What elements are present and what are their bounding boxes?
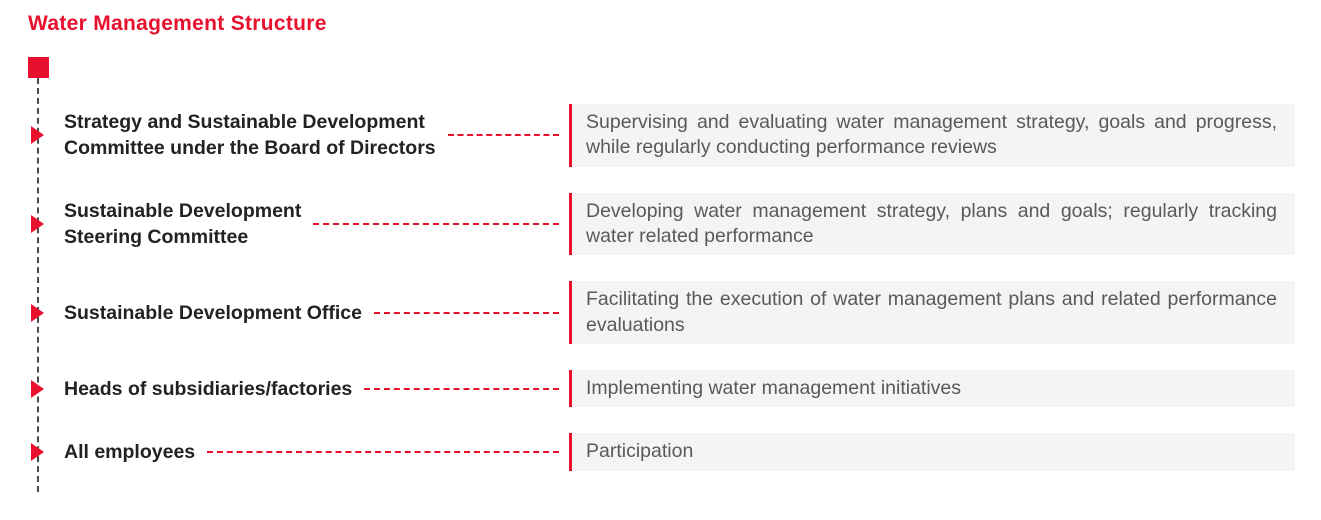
dashed-connector — [364, 387, 559, 390]
description-box: Developing water management strategy, pl… — [569, 192, 1295, 256]
dashed-connector — [374, 311, 559, 314]
description-box: Facilitating the execution of water mana… — [569, 281, 1295, 345]
description-box: Supervising and evaluating water managem… — [569, 104, 1295, 167]
arrow-marker-icon — [31, 215, 44, 234]
hierarchy-spine-line — [37, 78, 39, 492]
hierarchy-row-heads-subsidiaries: Heads of subsidiaries/factories Implemen… — [31, 370, 1295, 408]
page-title: Water Management Structure — [28, 12, 327, 35]
arrow-marker-icon — [31, 303, 44, 322]
row-title: Strategy and Sustainable Development Com… — [64, 111, 436, 160]
row-title: All employees — [64, 440, 196, 463]
hierarchy-row-all-employees: All employees Participation — [31, 433, 1295, 471]
dashed-connector — [447, 134, 559, 137]
dashed-connector — [313, 223, 559, 226]
hierarchy-row-strategy-committee: Strategy and Sustainable Development Com… — [31, 104, 1295, 167]
arrow-marker-icon — [31, 379, 44, 398]
hierarchy-row-steering-committee: Sustainable Development Steering Committ… — [31, 192, 1295, 256]
anchor-square — [28, 57, 49, 78]
description-box: Participation — [569, 433, 1295, 471]
row-title: Sustainable Development Office — [64, 301, 362, 324]
hierarchy-rows: Strategy and Sustainable Development Com… — [31, 104, 1295, 497]
arrow-marker-icon — [31, 443, 44, 462]
description-box: Implementing water management initiative… — [569, 370, 1295, 408]
dashed-connector — [207, 451, 559, 454]
arrow-marker-icon — [31, 126, 44, 145]
hierarchy-row-development-office: Sustainable Development Office Facilitat… — [31, 281, 1295, 345]
row-title: Sustainable Development Steering Committ… — [64, 199, 302, 249]
row-title: Heads of subsidiaries/factories — [64, 377, 353, 400]
